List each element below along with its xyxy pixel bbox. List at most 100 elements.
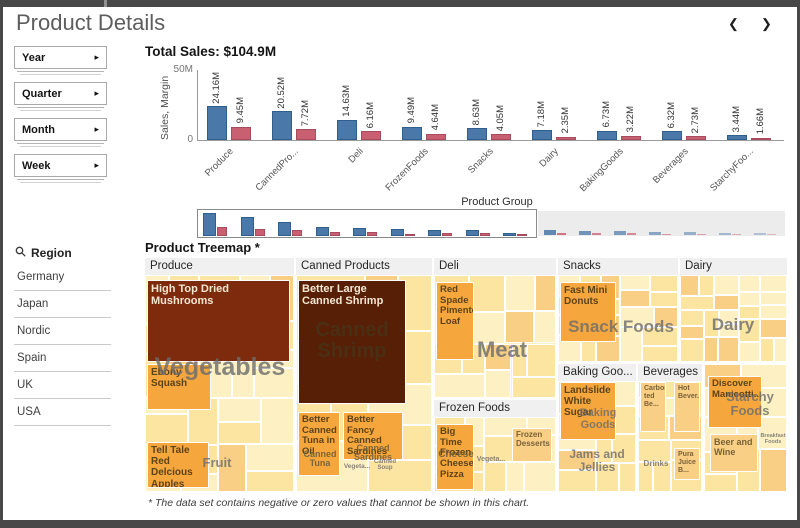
bar-sales-beverages[interactable] <box>662 131 682 140</box>
filter-button-year[interactable]: Year ▸ <box>14 46 107 75</box>
bar-sales-deli[interactable] <box>337 119 357 140</box>
treemap-cell[interactable] <box>511 343 528 378</box>
bar-margin-frozenfoods[interactable] <box>426 133 446 140</box>
treemap-tile-better-canned-tuna-in-oil[interactable]: Better Canned Tuna in Oil <box>298 412 340 476</box>
region-item-japan[interactable]: Japan <box>14 291 111 318</box>
treemap-cell[interactable] <box>595 462 620 492</box>
bar-sales-bakinggoods[interactable] <box>597 130 617 140</box>
treemap-cell[interactable] <box>484 370 512 398</box>
bar-sales-frozenfoods[interactable] <box>402 126 422 140</box>
bar-sales-produce[interactable] <box>207 106 227 140</box>
bar-margin-produce[interactable] <box>231 126 251 140</box>
treemap-cell[interactable] <box>612 434 636 463</box>
treemap-cell[interactable] <box>653 462 672 492</box>
treemap-cell[interactable] <box>760 275 787 292</box>
filter-button-week[interactable]: Week ▸ <box>14 154 107 183</box>
treemap-cell[interactable] <box>718 310 740 325</box>
treemap-cell[interactable] <box>680 295 715 311</box>
bar-margin-deli[interactable] <box>361 131 381 140</box>
treemap-cell[interactable] <box>638 462 654 492</box>
bar-sales-snacks[interactable] <box>467 127 487 140</box>
treemap-cell[interactable] <box>246 444 294 471</box>
treemap-cell[interactable] <box>620 327 643 362</box>
treemap-tile-red-spade-pimento-loaf[interactable]: Red Spade Pimento Loaf <box>436 282 474 360</box>
treemap-tile-hot-bever[interactable]: Hot Bever... <box>674 382 700 432</box>
treemap-cell[interactable] <box>620 307 654 328</box>
filter-button-month[interactable]: Month ▸ <box>14 118 107 147</box>
treemap-cell[interactable] <box>650 275 678 292</box>
treemap-tile-better-large-canned-shrimp[interactable]: Better Large Canned Shrimp <box>298 280 406 404</box>
x-axis-label-frozenfoods[interactable]: FrozenFoods <box>383 146 431 194</box>
treemap-cell[interactable] <box>714 275 740 296</box>
bar-margin-snacks[interactable] <box>491 134 511 140</box>
treemap-cell[interactable] <box>703 336 719 362</box>
treemap-tile-discover-manicotti[interactable]: Discover Manicotti... <box>708 376 762 428</box>
navigator-window[interactable] <box>197 209 537 238</box>
treemap-cell[interactable] <box>468 275 505 312</box>
treemap-cell[interactable] <box>703 310 719 337</box>
treemap-cell[interactable] <box>145 414 188 445</box>
filter-button-quarter[interactable]: Quarter ▸ <box>14 82 107 111</box>
treemap-cell[interactable] <box>558 450 596 470</box>
region-item-germany[interactable]: Germany <box>14 264 111 291</box>
treemap-cell[interactable] <box>739 275 761 292</box>
treemap-cell[interactable] <box>680 339 704 362</box>
treemap-cell[interactable] <box>217 397 261 422</box>
treemap-cell[interactable] <box>704 473 737 492</box>
treemap-tile-frozen-desserts[interactable]: Frozen Desserts <box>512 428 552 462</box>
x-axis-label-deli[interactable]: Deli <box>346 146 366 166</box>
treemap-cell[interactable] <box>739 291 760 307</box>
bar-margin-starchyfoo[interactable] <box>751 137 771 140</box>
treemap-cell[interactable] <box>650 291 678 308</box>
chevron-right-icon[interactable]: ❯ <box>761 16 772 31</box>
treemap-tile-tell-tale-red-delcious-apples[interactable]: Tell Tale Red Delcious Apples <box>147 442 209 488</box>
x-axis-label-snacks[interactable]: Snacks <box>465 146 496 176</box>
treemap-cell[interactable] <box>680 326 704 340</box>
treemap-cell[interactable] <box>483 462 507 492</box>
treemap-tile-big-time-frozen-cheese-pizza[interactable]: Big Time Frozen Cheese Pizza <box>436 424 474 490</box>
treemap-cell[interactable] <box>739 319 760 343</box>
treemap-cell[interactable] <box>620 289 651 308</box>
treemap-cell[interactable] <box>527 343 556 378</box>
x-axis-label-starchyfoo[interactable]: StarchyFoo... <box>708 146 756 194</box>
treemap-cell[interactable] <box>534 275 556 312</box>
x-axis-label-cannedpro[interactable]: CannedPro... <box>253 146 301 194</box>
treemap-cell[interactable] <box>758 416 787 449</box>
treemap-cell[interactable] <box>484 343 512 371</box>
treemap-cell[interactable] <box>620 275 651 290</box>
treemap-cell[interactable] <box>718 336 740 362</box>
treemap-cell[interactable] <box>642 346 678 362</box>
region-item-usa[interactable]: USA <box>14 399 111 426</box>
x-axis-label-dairy[interactable]: Dairy <box>537 146 561 170</box>
treemap-cell[interactable] <box>511 377 556 398</box>
treemap-cell[interactable] <box>368 460 432 492</box>
bar-margin-beverages[interactable] <box>686 136 706 140</box>
chevron-left-icon[interactable]: ❮ <box>728 16 739 31</box>
treemap-cell[interactable] <box>619 462 636 492</box>
treemap-cell[interactable] <box>434 374 485 398</box>
treemap-tile-landslide-white-sugar[interactable]: Landslide White Sugar <box>560 382 616 440</box>
bar-sales-starchyfoo[interactable] <box>727 135 747 140</box>
treemap-cell[interactable] <box>504 275 535 312</box>
treemap-cell[interactable] <box>231 360 254 398</box>
treemap-cell[interactable] <box>217 421 261 445</box>
treemap-cell[interactable] <box>506 462 525 492</box>
treemap-cell[interactable] <box>718 324 740 337</box>
bar-sales-dairy[interactable] <box>532 129 552 140</box>
treemap-cell[interactable] <box>524 462 556 492</box>
treemap-cell[interactable] <box>558 469 596 492</box>
treemap-tile-high-top-dried-mushrooms[interactable]: High Top Dried Mushrooms <box>147 280 290 362</box>
treemap-cell[interactable] <box>653 307 678 328</box>
region-item-nordic[interactable]: Nordic <box>14 318 111 345</box>
treemap-cell[interactable] <box>714 295 740 311</box>
bar-margin-dairy[interactable] <box>556 136 576 140</box>
treemap-cell[interactable] <box>739 342 760 362</box>
x-axis-label-beverages[interactable]: Beverages <box>650 146 691 186</box>
treemap-tile-pura-juice-b[interactable]: Pura Juice B... <box>674 448 700 480</box>
treemap-tile-better-fancy-canned-sardines[interactable]: Better Fancy Canned Sardines <box>343 412 403 460</box>
bar-margin-bakinggoods[interactable] <box>621 135 641 140</box>
treemap-cell[interactable] <box>680 310 704 327</box>
treemap-cell[interactable] <box>253 368 294 398</box>
region-item-uk[interactable]: UK <box>14 372 111 399</box>
treemap-cell[interactable] <box>759 291 787 306</box>
